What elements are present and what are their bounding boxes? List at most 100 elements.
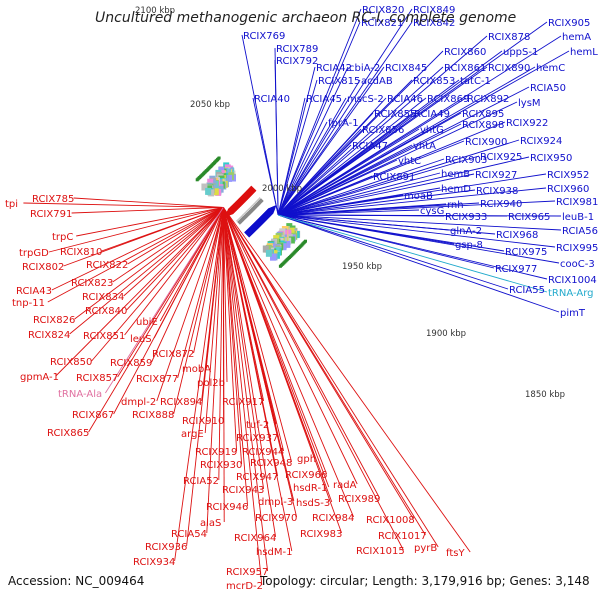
gene-label-plus: RCIX789: [276, 44, 318, 55]
gene-label-minus: RCIX867: [72, 410, 114, 421]
plus-feature-block: [288, 236, 295, 244]
gene-label-minus: RCIX1017: [378, 531, 427, 542]
gene-label-minus: RCIX964: [234, 533, 276, 544]
gene-label-minus: mobA: [182, 364, 211, 375]
gene-label-plus: RCIX968: [496, 230, 538, 241]
feature-tracks: [195, 156, 307, 268]
gene-label-minus: RCIX944: [242, 447, 284, 458]
gene-label-plus: RCIX950: [530, 153, 572, 164]
connector-line: [277, 97, 306, 216]
connector-line: [206, 207, 224, 534]
gene-label-plus: RCIX869: [427, 94, 469, 105]
connector-line: [277, 140, 465, 216]
gene-label-minus: RCIX919: [195, 447, 237, 458]
gene-label-minus: mcrD-2: [226, 581, 263, 592]
gene-label-plus: hemB: [441, 169, 470, 180]
gene-label-minus: RCIX822: [86, 260, 128, 271]
minus-marker: [195, 178, 199, 182]
gene-label-plus: RCIA56: [562, 226, 598, 237]
minus-feature-block: [201, 183, 208, 191]
gene-label-minus: leuS: [130, 334, 152, 345]
gene-label-plus: RCIA46: [387, 94, 423, 105]
gene-label-plus: cooC-3: [560, 259, 595, 270]
connector-line: [277, 214, 560, 313]
connector-line: [88, 207, 224, 433]
connector-line: [55, 207, 224, 377]
gene-label-plus: RCIX933: [445, 212, 487, 223]
plus-feature-block: [265, 249, 272, 257]
minus-feature-block: [212, 188, 219, 196]
connector-line: [277, 155, 480, 216]
plus-feature-block: [284, 240, 291, 248]
rna-label-minus: tRNA-Ala: [58, 389, 102, 400]
gene-label-minus: pol2b: [197, 378, 225, 389]
gene-label-plus: RCIX925: [480, 152, 522, 163]
connector-line: [277, 159, 398, 216]
connector-line: [277, 156, 530, 216]
gene-label-plus: vhtG: [420, 125, 444, 136]
connector-line: [193, 207, 224, 354]
gene-label-minus: RCIX785: [32, 194, 74, 205]
gene-label-plus: hemC: [536, 63, 565, 74]
connector-line: [51, 206, 224, 291]
genome-summary-text: Topology: circular; Length: 3,179,916 bp…: [259, 574, 590, 588]
connector-line: [277, 172, 441, 216]
gene-label-minus: RCIX840: [85, 306, 127, 317]
gene-label-plus: RCIX977: [495, 264, 537, 275]
gene-label-plus: RCIA55: [509, 285, 545, 296]
connector-line: [278, 214, 560, 264]
gene-label-plus: RCIX1004: [548, 275, 597, 286]
gene-label-minus: RCIA43: [16, 286, 52, 297]
plus-feature-block: [280, 243, 287, 251]
gene-label-minus: RCIX823: [71, 278, 113, 289]
connector-line: [277, 79, 361, 216]
connector-line: [277, 35, 488, 216]
connector-line: [277, 66, 385, 216]
gene-label-minus: hsdS-3: [296, 498, 330, 509]
gene-label-plus: RCIX853: [413, 76, 455, 87]
connector-line: [47, 207, 224, 303]
gene-label-minus: RCIA52: [183, 476, 219, 487]
connector-line: [126, 207, 224, 311]
gene-label-plus: pimT: [560, 308, 586, 319]
connector-line: [186, 207, 224, 547]
connector-line: [278, 173, 475, 216]
connector-line: [173, 207, 224, 415]
connector-line: [277, 139, 520, 216]
connector-line: [222, 207, 249, 507]
label-connector-lines: [23, 8, 570, 586]
connector-line: [278, 214, 556, 248]
gene-label-minus: ubiE: [136, 317, 158, 328]
map-title: Uncultured methanogenic archaeon RC-I, c…: [95, 10, 516, 26]
connector-line: [73, 197, 224, 208]
connector-line: [222, 207, 343, 534]
gene-label-minus: tpi: [5, 199, 18, 210]
gene-label-minus: RCIX989: [338, 494, 380, 505]
connector-line: [222, 207, 380, 499]
minus-feature-block: [207, 178, 214, 186]
connector-line: [277, 175, 373, 216]
connector-line: [91, 207, 224, 362]
gene-label-plus: vhtA: [413, 141, 436, 152]
gene-label-plus: hemA: [562, 32, 591, 43]
gene-label-minus: RCIX1015: [356, 546, 405, 557]
gene-label-minus: RCIX937: [236, 433, 278, 444]
gene-label-minus: RCIX970: [255, 513, 297, 524]
gene-label-plus: moaB: [404, 191, 433, 202]
gene-label-minus: RCIX948: [250, 458, 292, 469]
gene-label-plus: RCIX856: [362, 125, 404, 136]
gene-label-plus: uppS-1: [503, 47, 538, 58]
gene-label-minus: RCIX791: [30, 209, 72, 220]
connector-line: [277, 128, 362, 216]
connector-line: [277, 121, 328, 216]
gene-label-plus: RCIX792: [276, 56, 318, 67]
connector-line: [222, 207, 439, 548]
connector-line: [222, 207, 358, 485]
connector-line: [277, 214, 509, 290]
gene-label-minus: RCIX934: [133, 557, 175, 568]
gene-label-minus: RCIX1008: [366, 515, 415, 526]
gene-label-plus: cysG: [420, 206, 444, 217]
gene-label-minus: RCIX834: [82, 292, 124, 303]
